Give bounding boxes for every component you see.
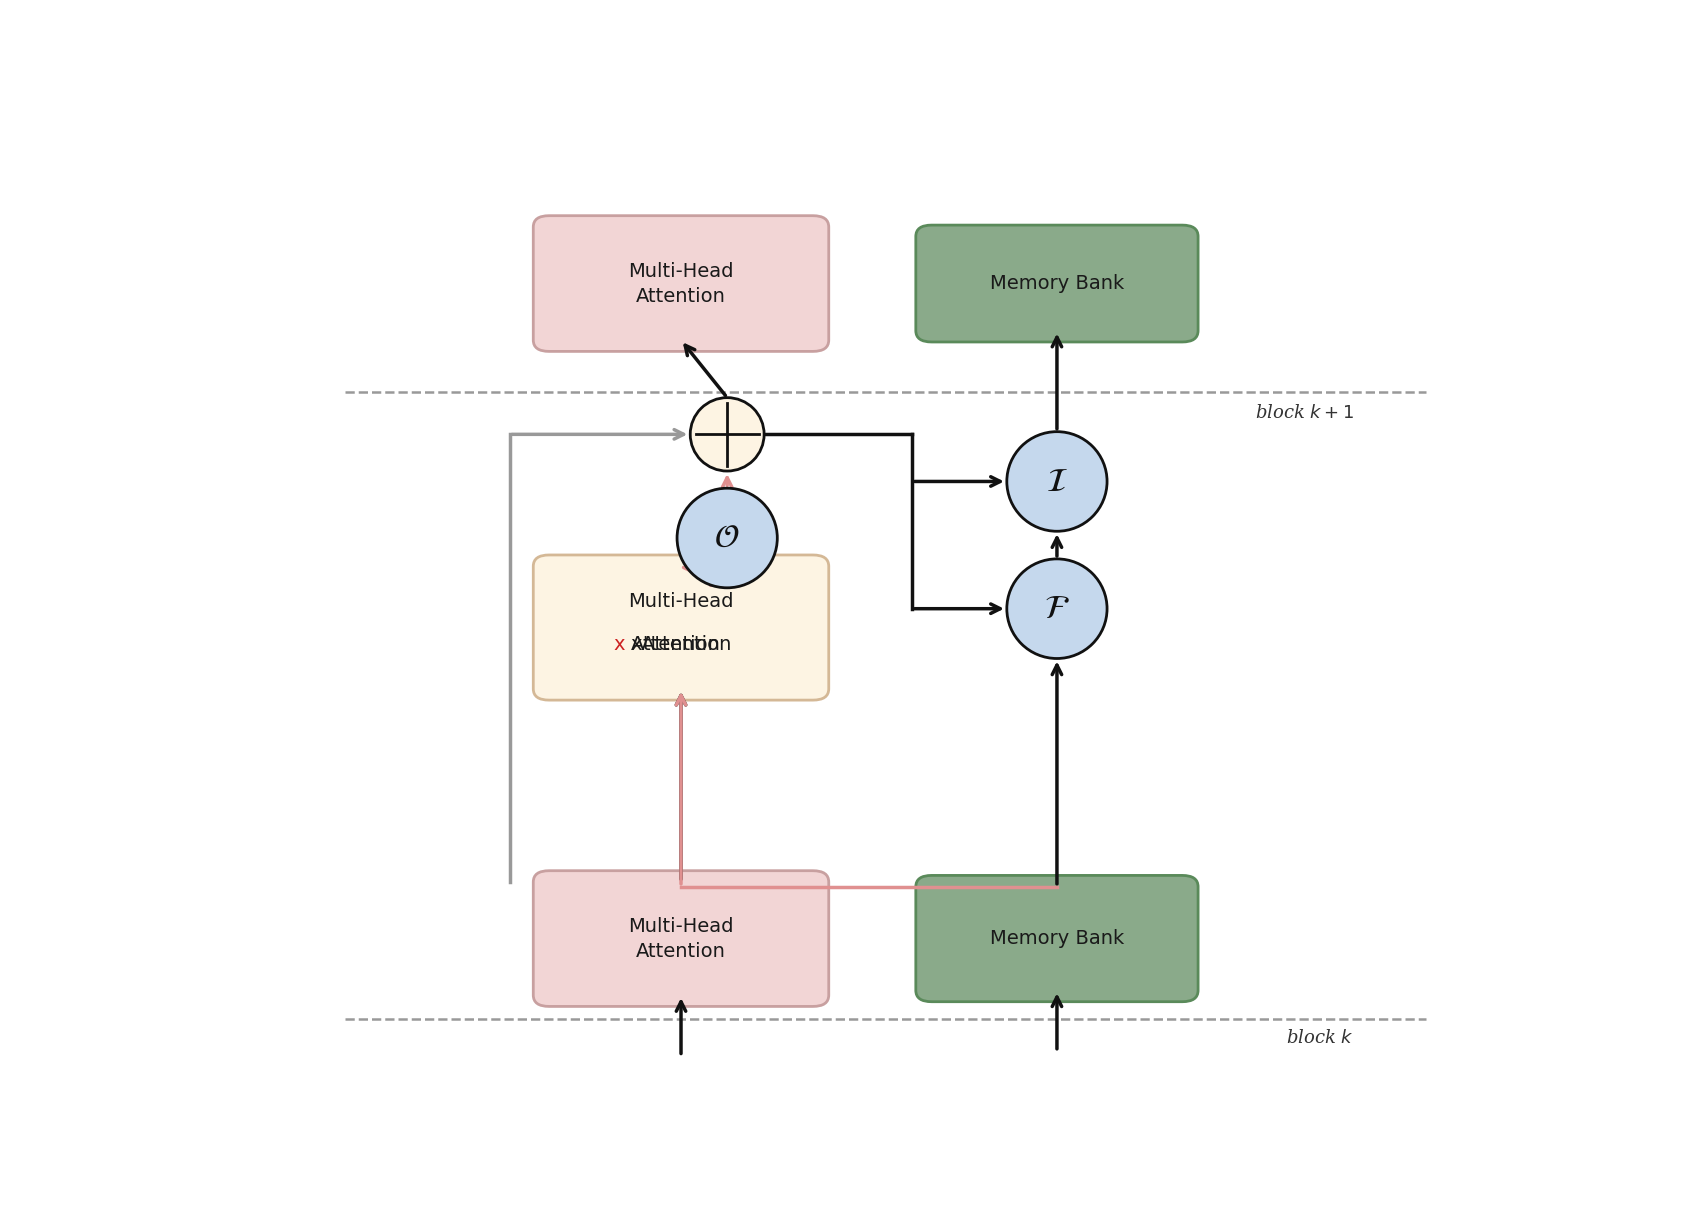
Text: $\mathcal{O}$: $\mathcal{O}$ [715,523,740,553]
Text: $\mathcal{I}$: $\mathcal{I}$ [1047,465,1067,498]
FancyBboxPatch shape [533,554,829,700]
FancyBboxPatch shape [916,225,1198,341]
FancyBboxPatch shape [916,875,1198,1001]
Ellipse shape [691,398,764,471]
Ellipse shape [1008,432,1106,531]
FancyBboxPatch shape [533,870,829,1006]
Text: Attention: Attention [631,635,720,654]
Ellipse shape [677,488,778,588]
FancyBboxPatch shape [533,215,829,351]
Text: Memory Bank: Memory Bank [991,929,1123,949]
Text: $\mathcal{F}$: $\mathcal{F}$ [1043,592,1071,625]
Text: xAttention: xAttention [630,635,732,654]
Text: block $k+1$: block $k+1$ [1254,404,1353,421]
Text: Multi-Head
Attention: Multi-Head Attention [628,262,734,306]
Text: Memory Bank: Memory Bank [991,274,1123,293]
Text: block $k$: block $k$ [1287,1028,1353,1047]
Text: x: x [614,635,625,654]
Ellipse shape [1008,559,1106,659]
Text: Multi-Head: Multi-Head [628,591,734,611]
Text: Multi-Head
Attention: Multi-Head Attention [628,917,734,961]
